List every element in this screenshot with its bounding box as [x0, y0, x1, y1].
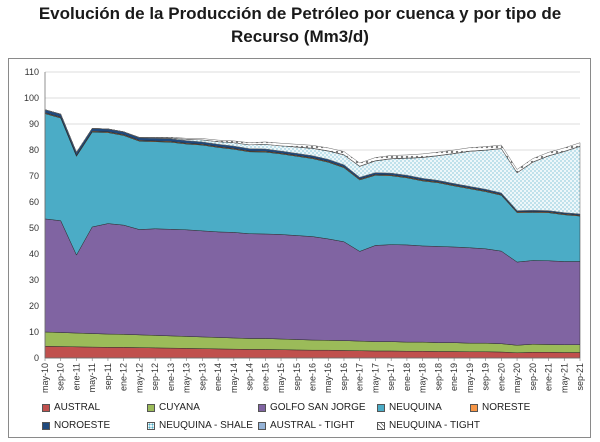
- legend-item-neuquina: NEUQUINA: [377, 402, 442, 413]
- x-tick-label: ene-12: [119, 363, 129, 391]
- x-tick-label: may-14: [229, 363, 239, 393]
- x-tick-label: ene-14: [213, 363, 223, 391]
- legend-label: NEUQUINA - SHALE: [159, 420, 253, 431]
- y-tick-label: 60: [29, 197, 39, 207]
- legend-swatch: [470, 403, 478, 412]
- legend-label: NEUQUINA - TIGHT: [389, 420, 480, 431]
- legend-item-noreste: NORESTE: [470, 402, 530, 413]
- x-tick-label: ene-17: [355, 363, 365, 391]
- x-tick-label: may-19: [465, 363, 475, 393]
- legend-label: NORESTE: [482, 402, 531, 413]
- x-tick-label: sep-13: [197, 363, 207, 391]
- x-tick-label: ene-18: [402, 363, 412, 391]
- y-tick-label: 30: [29, 275, 39, 285]
- legend-label: AUSTRAL - TIGHT: [270, 420, 355, 431]
- y-tick-label: 10: [29, 327, 39, 337]
- chart-title-line-2: Recurso (Mm3/d): [231, 27, 369, 46]
- x-tick-label: ene-16: [308, 363, 318, 391]
- legend-item-cuyana: CUYANA: [147, 402, 200, 413]
- x-tick-label: sep-14: [245, 363, 255, 391]
- legend-item-neuquina-tight: NEUQUINA - TIGHT: [377, 420, 480, 431]
- legend-label: GOLFO SAN JORGE: [270, 402, 366, 413]
- x-tick-label: may-12: [134, 363, 144, 393]
- x-tick-label: sep-16: [339, 363, 349, 391]
- legend-label: AUSTRAL: [54, 402, 101, 413]
- x-tick-label: ene-20: [496, 363, 506, 391]
- x-tick-label: sep-10: [56, 363, 66, 391]
- chart-title: Evolución de la Producción de Petróleo p…: [0, 2, 600, 48]
- legend-label: NEUQUINA: [389, 402, 442, 413]
- y-tick-label: 50: [29, 223, 39, 233]
- y-tick-label: 80: [29, 145, 39, 155]
- x-tick-label: ene-21: [544, 363, 554, 391]
- y-tick-label: 100: [24, 93, 39, 103]
- x-tick-label: ene-11: [71, 363, 81, 390]
- legend-label: CUYANA: [159, 402, 200, 413]
- legend-swatch: [42, 403, 50, 412]
- x-tick-label: ene-19: [449, 363, 459, 391]
- x-tick-label: sep-19: [481, 363, 491, 391]
- x-tick-label: may-10: [40, 363, 50, 393]
- x-tick-label: sep-21: [575, 363, 585, 391]
- legend-swatch: [258, 403, 266, 412]
- axes: 0 10 20 30 40 50 60 70 80 90 100 110 may-10 sep-10 ene…: [24, 67, 585, 393]
- legend-swatch: [42, 421, 50, 430]
- x-tick-label: may-15: [276, 363, 286, 393]
- y-tick-label: 90: [29, 119, 39, 129]
- legend-item-golfo-san-jorge: GOLFO SAN JORGE: [258, 402, 366, 413]
- series-area-neuquina-tight: [44, 109, 581, 173]
- x-tick-label: may-17: [370, 363, 380, 393]
- legend-item-austral: AUSTRAL: [42, 402, 100, 413]
- x-tick-label: may-18: [418, 363, 428, 393]
- y-tick-label: 40: [29, 249, 39, 259]
- chart-title-line-1: Evolución de la Producción de Petróleo p…: [38, 4, 562, 23]
- x-tick-label: sep-15: [292, 363, 302, 391]
- x-tick-label: may-20: [512, 363, 522, 393]
- legend-label: NOROESTE: [54, 420, 111, 431]
- x-tick-label: may-16: [323, 363, 333, 393]
- x-tick-label: sep-12: [150, 363, 160, 391]
- x-tick-label: may-21: [559, 363, 569, 393]
- legend-item-neuquina-shale: NEUQUINA - SHALE: [147, 420, 253, 431]
- y-tick-label: 20: [29, 301, 39, 311]
- y-tick-label: 70: [29, 171, 39, 181]
- legend-swatch: [377, 421, 385, 430]
- legend-swatch: [147, 403, 155, 412]
- legend-swatch: [377, 403, 385, 412]
- legend-item-austral-tight: AUSTRAL - TIGHT: [258, 420, 354, 431]
- x-tick-label: may-11: [87, 363, 97, 392]
- x-tick-label: ene-15: [260, 363, 270, 391]
- legend-swatch: [147, 421, 155, 430]
- x-tick-label: ene-13: [166, 363, 176, 391]
- x-tick-label: sep-18: [433, 363, 443, 391]
- y-tick-label: 0: [34, 353, 39, 363]
- x-tick-label: sep-20: [528, 363, 538, 391]
- legend-item-noroeste: NOROESTE: [42, 420, 110, 431]
- x-tick-label: sep-17: [386, 363, 396, 391]
- x-tick-label: may-13: [182, 363, 192, 393]
- legend-swatch: [258, 421, 266, 430]
- y-tick-label: 110: [25, 67, 39, 77]
- area-series-group: [44, 109, 581, 359]
- x-tick-label: sep-11: [103, 363, 113, 390]
